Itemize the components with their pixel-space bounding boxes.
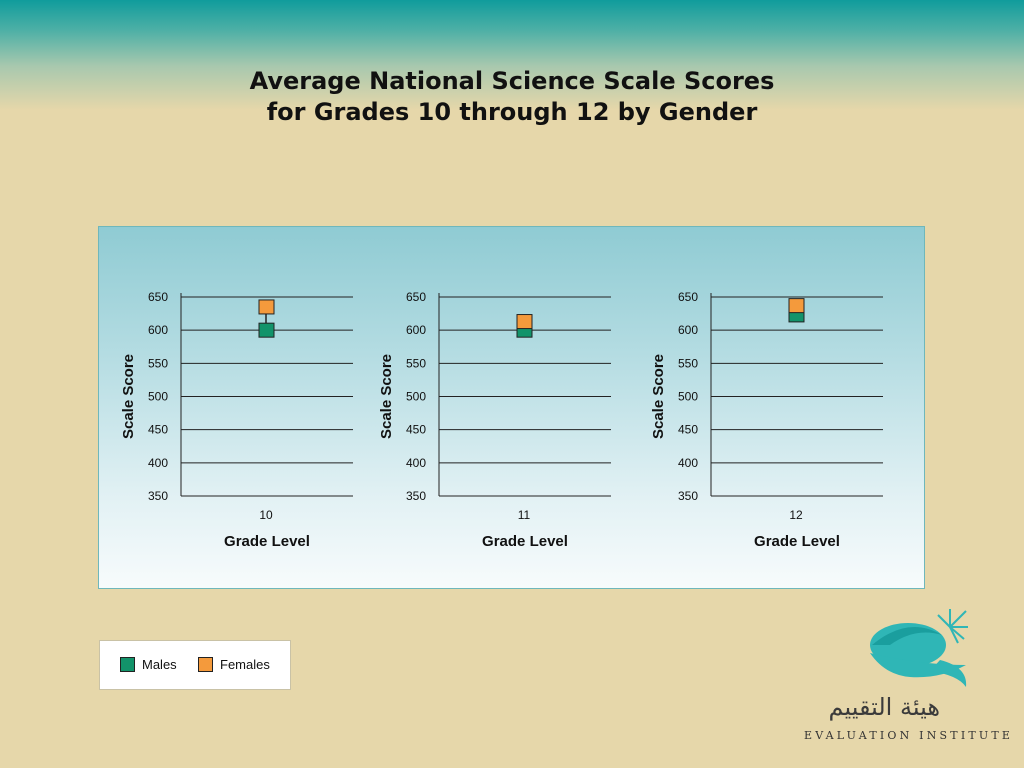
page-title: Average National Science Scale Scores fo…	[0, 66, 1024, 128]
y-tick-label-550: 550	[148, 356, 168, 370]
y-tick-label-650: 650	[148, 290, 168, 304]
y-tick-label-400: 400	[148, 456, 168, 470]
y-tick-label-550: 550	[678, 356, 698, 370]
title-line-2: for Grades 10 through 12 by Gender	[266, 98, 758, 126]
y-tick-label-600: 600	[148, 323, 168, 337]
y-tick-label-450: 450	[678, 423, 698, 437]
legend: Males Females	[99, 640, 291, 690]
legend-item-females: Females	[198, 657, 270, 672]
legend-swatch-males	[120, 657, 135, 672]
y-axis-label: Scale Score	[120, 354, 137, 439]
title-line-1: Average National Science Scale Scores	[249, 67, 775, 95]
legend-item-males: Males	[120, 657, 177, 672]
y-tick-label-500: 500	[678, 390, 698, 404]
x-axis-label: Grade Level	[482, 533, 568, 550]
chart-grade-11: 350 400 450 500 550 600 650 Scale Score 11 Grade …	[378, 290, 611, 550]
y-tick-label-350: 350	[148, 489, 168, 503]
y-tick-label-450: 450	[148, 423, 168, 437]
marker-females-grade-12	[788, 298, 805, 314]
legend-label-males: Males	[142, 657, 177, 672]
header-band	[0, 0, 1024, 110]
y-tick-label-500: 500	[406, 390, 426, 404]
y-tick-label-450: 450	[406, 423, 426, 437]
x-tick-label-12: 12	[789, 508, 803, 522]
evaluation-institute-logo: هيئة التقييم EVALUATION INSTITUTE	[790, 605, 1020, 755]
chart-grade-10: 350 400 450 500 550 600 650 Scale Score 10 Grade …	[120, 290, 353, 550]
y-tick-label-600: 600	[406, 323, 426, 337]
logo-arabic-text: هيئة التقييم	[828, 693, 940, 721]
charts-svg: 350 400 450 500 550 600 650 Scale Score 10 Grade …	[120, 290, 883, 550]
x-tick-label-10: 10	[259, 508, 273, 522]
y-axis-label: Scale Score	[378, 354, 395, 439]
legend-swatch-females	[198, 657, 213, 672]
y-tick-label-550: 550	[406, 356, 426, 370]
y-axis-label: Scale Score	[650, 354, 667, 439]
logo-english-text: EVALUATION INSTITUTE	[804, 729, 1014, 742]
marker-females-grade-10	[258, 299, 275, 315]
y-tick-label-650: 650	[678, 290, 698, 304]
x-axis-label: Grade Level	[224, 533, 310, 550]
x-axis-label: Grade Level	[754, 533, 840, 550]
y-tick-label-400: 400	[406, 456, 426, 470]
logo-emblem-icon	[870, 609, 968, 687]
x-tick-label-11: 11	[518, 508, 531, 522]
y-tick-label-350: 350	[678, 489, 698, 503]
y-tick-label-400: 400	[678, 456, 698, 470]
chart-grade-12: 350 400 450 500 550 600 650 Scale Score 12 Grade …	[650, 290, 883, 550]
chart-panel: 350 400 450 500 550 600 650 Scale Score 10 Grade …	[98, 226, 925, 589]
y-tick-label-650: 650	[406, 290, 426, 304]
y-tick-label-350: 350	[406, 489, 426, 503]
legend-label-females: Females	[220, 657, 270, 672]
y-tick-label-600: 600	[678, 323, 698, 337]
y-tick-label-500: 500	[148, 390, 168, 404]
marker-females-grade-11	[516, 314, 533, 330]
marker-males-grade-10	[258, 322, 275, 338]
